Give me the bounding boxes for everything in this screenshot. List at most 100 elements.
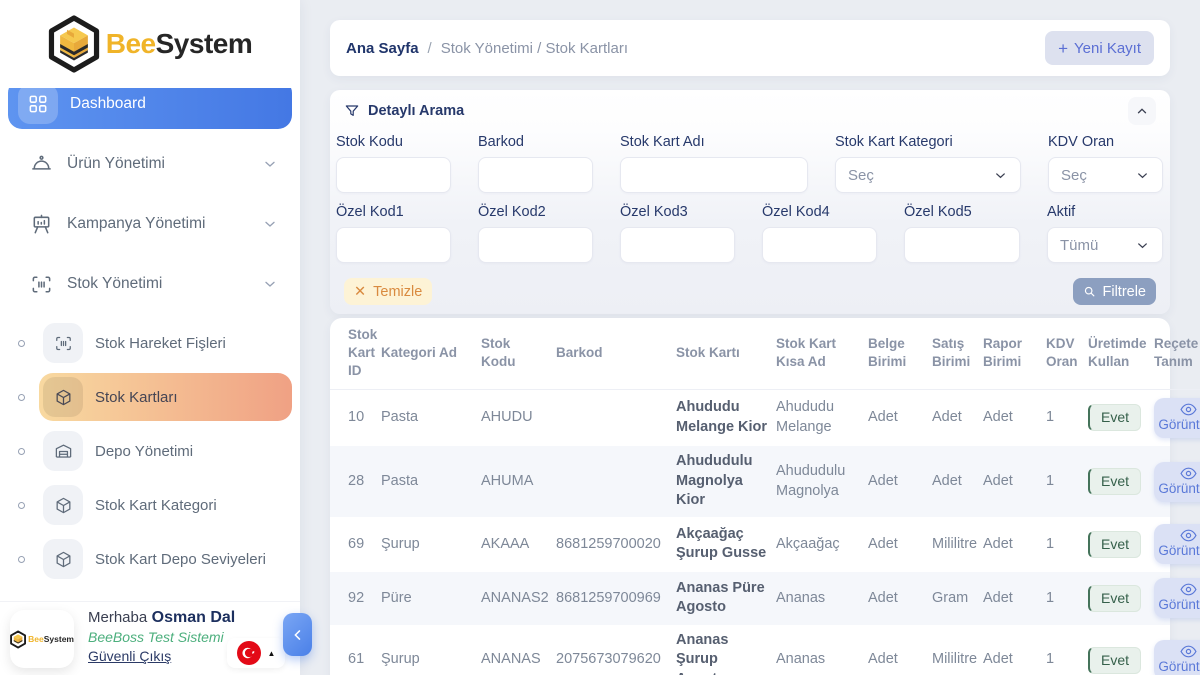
eye-icon xyxy=(1179,467,1197,479)
package-icon xyxy=(43,377,83,417)
campaign-icon xyxy=(30,213,53,236)
sidebar-item-urun-yonetimi[interactable]: Ürün Yönetimi xyxy=(8,139,292,189)
bullet-icon xyxy=(18,447,25,455)
field-label: Stok Kart Kategori xyxy=(835,134,953,150)
table-row: 61 Şurup ANANAS 2075673079620 Ananas Şur… xyxy=(330,625,1200,675)
stok-kodu-input[interactable] xyxy=(336,157,451,193)
ozel-kod2-input[interactable] xyxy=(478,227,593,263)
cell-stok-kodu: AHUDU xyxy=(481,409,533,426)
ozel-kod1-input[interactable] xyxy=(336,227,451,263)
filter-panel-title: Detaylı Arama xyxy=(368,103,465,119)
beesystem-hexagon-icon xyxy=(48,15,99,73)
ozel-kod5-input[interactable] xyxy=(904,227,1020,263)
view-button[interactable]: Görüntüle xyxy=(1154,461,1200,502)
sidebar-item-label: Stok Kart Depo Seviyeleri xyxy=(95,550,266,568)
plus-icon: + xyxy=(1058,38,1068,58)
field-label: Stok Kodu xyxy=(336,134,403,150)
language-selector[interactable]: ▲ xyxy=(227,638,285,668)
eye-icon xyxy=(1179,403,1197,416)
cell-actions: Görüntüle xyxy=(1154,389,1200,446)
view-button[interactable]: Görüntüle xyxy=(1154,578,1200,619)
view-button[interactable]: Görüntüle xyxy=(1154,524,1200,565)
sidebar-item-stok-kart-depo-seviyeleri[interactable]: Stok Kart Depo Seviyeleri xyxy=(0,535,292,583)
table-row: 92 Püre ANANAS2 8681259700969 Ananas Pür… xyxy=(330,571,1200,625)
cell-stok-karti: Ananas Şurup Agosto xyxy=(676,631,729,675)
cell-kdv: 1 xyxy=(1046,472,1055,489)
chevron-down-icon xyxy=(262,276,278,292)
stok-kart-adi-input[interactable] xyxy=(620,157,808,193)
col-header-rapor-birimi: Rapor Birimi xyxy=(983,318,1046,390)
product-icon xyxy=(30,153,53,176)
cell-kategori: Pasta xyxy=(381,472,419,489)
clear-filters-button[interactable]: ✕ Temizle xyxy=(344,278,433,305)
stock-cards-table: Stok Kart ID Kategori Ad Stok Kodu Barko… xyxy=(330,318,1200,675)
sidebar-item-stok-yonetimi[interactable]: Stok Yönetimi xyxy=(8,259,292,309)
cell-kategori: Şurup xyxy=(381,651,420,668)
sidebar-item-label: Ürün Yönetimi xyxy=(67,155,165,172)
cell-id: 10 xyxy=(348,409,365,426)
status-badge: Evet xyxy=(1088,468,1142,495)
sidebar-item-kampanya-yonetimi[interactable]: Kampanya Yönetimi xyxy=(8,199,292,249)
view-button[interactable]: Görüntüle xyxy=(1154,640,1200,675)
warehouse-icon xyxy=(43,431,83,471)
barkod-input[interactable] xyxy=(478,157,593,193)
mini-logo-card: BeeSystem xyxy=(10,610,74,668)
stok-kart-kategori-select[interactable]: Seç xyxy=(835,157,1021,193)
cell-kisa-ad: Ananas xyxy=(776,651,826,668)
cell-uretimde: Evet xyxy=(1088,625,1154,675)
logout-link[interactable]: Güvenli Çıkış xyxy=(88,648,172,664)
sidebar-item-stok-kart-kategori[interactable]: Stok Kart Kategori xyxy=(0,481,292,529)
aktif-select[interactable]: Tümü xyxy=(1047,227,1163,263)
filter-collapse-button[interactable] xyxy=(1128,97,1156,125)
cell-kdv: 1 xyxy=(1046,535,1055,552)
beesystem-hexagon-icon xyxy=(10,629,27,649)
sidebar-menu: Dashboard Ürün Yönetimi Kampanya Yönetim… xyxy=(0,0,300,598)
breadcrumb-separator: / xyxy=(427,39,432,57)
status-badge: Evet xyxy=(1088,584,1142,612)
new-record-button[interactable]: + Yeni Kayıt xyxy=(1045,31,1154,65)
col-header-kategori: Kategori Ad xyxy=(381,318,481,390)
cell-stok-kodu: AKAAA xyxy=(481,535,530,552)
table-header-row: Stok Kart ID Kategori Ad Stok Kodu Barko… xyxy=(330,318,1200,390)
ozel-kod4-input[interactable] xyxy=(762,227,877,263)
col-header-recete-tanim: Reçete Tanım xyxy=(1154,318,1200,390)
package-icon xyxy=(43,485,83,525)
col-header-satis-birimi: Satış Birimi xyxy=(932,318,983,390)
sidebar-collapse-button[interactable] xyxy=(283,613,312,656)
cell-kdv: 1 xyxy=(1046,409,1055,426)
kdv-oran-select[interactable]: Seç xyxy=(1048,157,1163,193)
sidebar: Dashboard Ürün Yönetimi Kampanya Yönetim… xyxy=(0,0,312,675)
sidebar-item-label: Dashboard xyxy=(70,95,146,112)
cell-actions: Görüntüle xyxy=(1154,446,1200,517)
cell-kategori: Şurup xyxy=(381,535,420,552)
table-row: 69 Şurup AKAAA 8681259700020 Akçaağaç Şu… xyxy=(330,517,1200,572)
ozel-kod3-input[interactable] xyxy=(620,227,735,263)
cell-kdv: 1 xyxy=(1046,589,1055,606)
view-button[interactable]: Görüntüle xyxy=(1154,397,1200,438)
sidebar-item-label: Stok Kart Kategori xyxy=(95,496,217,514)
sidebar-item-depo-yonetimi[interactable]: Depo Yönetimi xyxy=(0,427,292,475)
cell-rapor: Adet xyxy=(983,589,1013,606)
sidebar-item-stok-kartlari[interactable]: Stok Kartları xyxy=(0,373,292,421)
package-icon xyxy=(43,539,83,579)
field-label: Özel Kod1 xyxy=(336,204,404,220)
cell-satis: Mililitre xyxy=(932,535,978,552)
cell-satis: Adet xyxy=(932,409,962,426)
breadcrumb-card: Ana Sayfa / Stok Yönetimi / Stok Kartlar… xyxy=(330,20,1170,76)
sidebar-item-label: Depo Yönetimi xyxy=(95,442,194,460)
caret-up-icon: ▲ xyxy=(267,648,276,658)
app-title: BeeSystem xyxy=(105,28,253,59)
sidebar-item-label: Stok Hareket Fişleri xyxy=(95,334,226,352)
cell-barkod xyxy=(556,389,676,446)
sidebar-item-label: Stok Kartları xyxy=(95,388,178,406)
dashboard-grid-icon xyxy=(18,84,58,124)
breadcrumb-home-link[interactable]: Ana Sayfa xyxy=(346,39,419,57)
cell-uretimde: Evet xyxy=(1088,517,1154,572)
cell-actions: Görüntüle xyxy=(1154,572,1200,625)
eye-icon xyxy=(1179,583,1197,596)
cell-kisa-ad: Akçaağaç xyxy=(776,535,840,552)
sidebar-item-stok-hareket-fisleri[interactable]: Stok Hareket Fişleri xyxy=(0,319,292,367)
apply-filter-button[interactable]: Filtrele xyxy=(1073,278,1156,305)
chevron-down-icon xyxy=(1135,238,1150,253)
cell-id: 69 xyxy=(348,535,365,552)
